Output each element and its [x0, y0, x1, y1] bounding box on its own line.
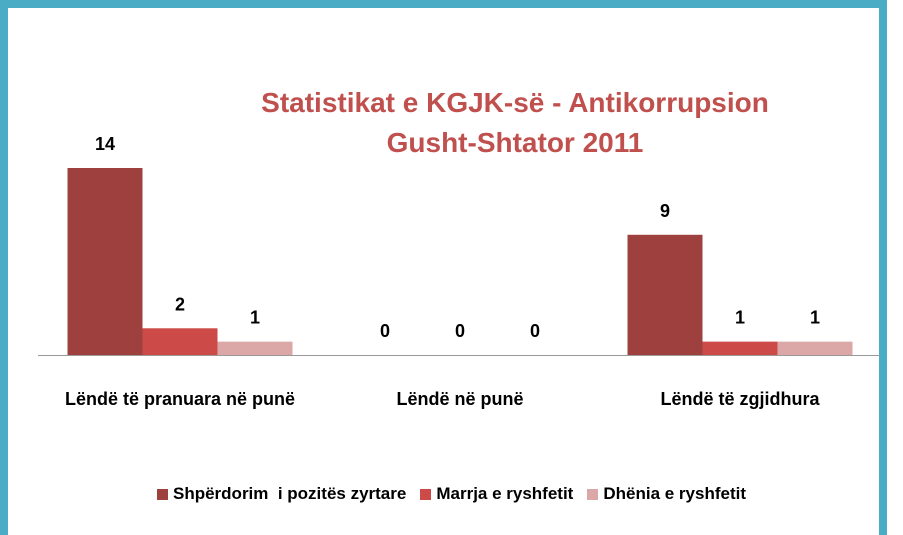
legend-swatch	[157, 488, 168, 500]
legend: Shpërdorim i pozitës zyrtare Marrja e rys…	[0, 484, 903, 504]
data-label: 0	[530, 321, 540, 341]
data-label: 2	[175, 294, 185, 314]
data-label: 1	[735, 308, 745, 328]
legend-swatch	[587, 488, 599, 500]
x-tick-label: Lëndë në punë	[396, 389, 524, 409]
chart-title: Statistikat e KGJK-së - Antikorrupsion	[261, 87, 769, 118]
bar	[627, 234, 703, 355]
data-label: 9	[660, 201, 670, 221]
legend-item: Dhënia e ryshfetit	[587, 484, 746, 504]
data-label: 1	[810, 308, 820, 328]
legend-swatch	[420, 488, 432, 500]
data-label: 14	[95, 134, 115, 154]
data-label: 1	[250, 308, 260, 328]
bar	[702, 341, 778, 355]
data-label: 0	[455, 321, 465, 341]
data-label: 0	[380, 321, 390, 341]
chart-title: Gusht-Shtator 2011	[387, 127, 644, 158]
legend-label: Shpërdorim i pozitës zyrtare	[173, 484, 407, 503]
legend-label: Dhënia e ryshfetit	[603, 484, 746, 503]
bar	[142, 328, 218, 355]
bar	[217, 341, 293, 355]
legend-label: Marrja e ryshfetit	[436, 484, 574, 503]
legend-item: Marrja e ryshfetit	[420, 484, 573, 504]
bar	[67, 168, 143, 355]
x-tick-label: Lëndë të zgjidhura	[660, 389, 820, 409]
x-tick-label: Lëndë të pranuara në punë	[64, 389, 296, 409]
legend-item: Shpërdorim i pozitës zyrtare	[157, 484, 406, 504]
bar	[777, 341, 853, 355]
